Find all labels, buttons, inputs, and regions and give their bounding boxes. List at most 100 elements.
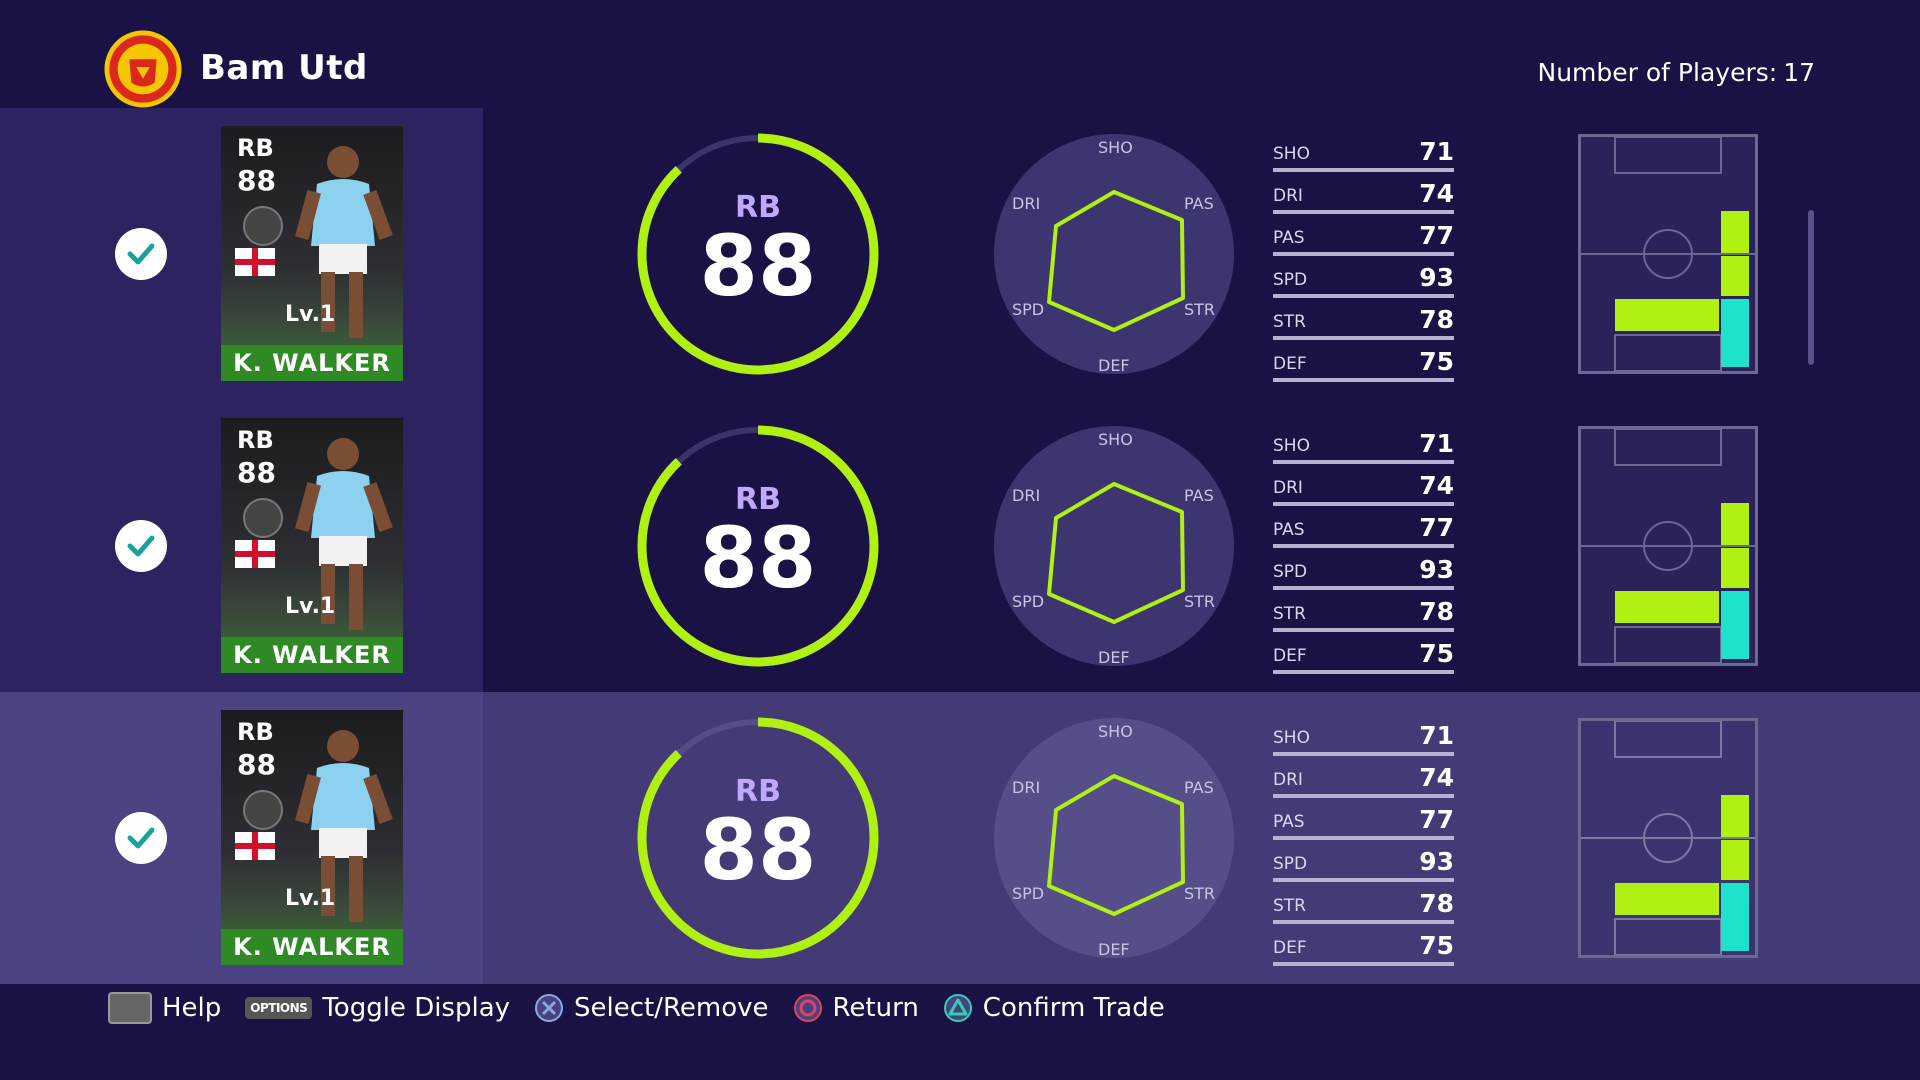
- help-hint[interactable]: Help: [108, 992, 221, 1024]
- card-player-name: K. WALKER: [221, 637, 403, 673]
- player-row[interactable]: RB 88 Lv.1 K. WALKER RB 88 SHO PAS STR D…: [0, 108, 1920, 400]
- radar-label-def: DEF: [1098, 356, 1130, 375]
- player-figure-icon: [295, 146, 393, 338]
- pitch-icon: [1581, 428, 1755, 664]
- badge-icon: [243, 206, 283, 246]
- triangle-button-icon: [943, 994, 972, 1022]
- radar-label-str: STR: [1184, 592, 1216, 611]
- stats-list: SHO 71 DRI 74 PAS 77 SPD 93 STR 78 DEF 75: [1273, 422, 1454, 674]
- card-position: RB: [237, 718, 274, 746]
- ring-rating: 88: [699, 801, 817, 899]
- player-card[interactable]: RB 88 Lv.1 K. WALKER: [221, 710, 403, 965]
- checkmark-icon[interactable]: [115, 228, 167, 280]
- ring-position: RB: [735, 190, 781, 225]
- position-pitch-map: [1578, 718, 1758, 958]
- player-card[interactable]: RB 88 Lv.1 K. WALKER: [221, 126, 403, 381]
- england-flag-icon: [235, 248, 275, 276]
- radar-chart: SHO PAS STR DEF SPD DRI: [994, 718, 1234, 959]
- radar-label-spd: SPD: [1012, 884, 1045, 903]
- stat-row: DEF 75: [1273, 924, 1454, 966]
- radar-label-pas: PAS: [1184, 778, 1214, 797]
- card-level: Lv.1: [285, 594, 336, 619]
- ring-rating: 88: [699, 217, 817, 315]
- card-rating: 88: [237, 164, 276, 197]
- stat-row: SHO 71: [1273, 422, 1454, 464]
- stat-row: STR 78: [1273, 298, 1454, 340]
- header: Bam Utd Number of Players: 17: [0, 0, 1920, 108]
- radar-hexagon-icon: [994, 426, 1234, 666]
- player-row-selected[interactable]: RB 88 Lv.1 K. WALKER RB 88 SHO PAS STR D…: [0, 692, 1920, 984]
- player-card[interactable]: RB 88 Lv.1 K. WALKER: [221, 418, 403, 673]
- overall-rating-ring: RB 88: [636, 716, 880, 960]
- card-rating: 88: [237, 456, 276, 489]
- radar-label-pas: PAS: [1184, 486, 1214, 505]
- radar-label-sho: SHO: [1098, 138, 1133, 157]
- checkmark-icon[interactable]: [115, 812, 167, 864]
- stat-row: PAS 77: [1273, 214, 1454, 256]
- stat-row: DRI 74: [1273, 172, 1454, 214]
- card-position: RB: [237, 134, 274, 162]
- club-crest-icon: [104, 30, 182, 108]
- stat-row: STR 78: [1273, 882, 1454, 924]
- stat-row: DEF 75: [1273, 340, 1454, 382]
- stat-row: PAS 77: [1273, 506, 1454, 548]
- card-player-name: K. WALKER: [221, 929, 403, 965]
- card-position: RB: [237, 426, 274, 454]
- card-rating: 88: [237, 748, 276, 781]
- england-flag-icon: [235, 540, 275, 568]
- ring-position: RB: [735, 482, 781, 517]
- radar-label-pas: PAS: [1184, 194, 1214, 213]
- card-level: Lv.1: [285, 302, 336, 327]
- radar-label-dri: DRI: [1012, 778, 1041, 797]
- confirm-trade-hint[interactable]: Confirm Trade: [943, 993, 1165, 1023]
- touchpad-icon: [108, 992, 152, 1024]
- stats-list: SHO 71 DRI 74 PAS 77 SPD 93 STR 78 DEF 75: [1273, 714, 1454, 966]
- stat-row: PAS 77: [1273, 798, 1454, 840]
- radar-label-def: DEF: [1098, 648, 1130, 667]
- club-name: Bam Utd: [200, 48, 368, 88]
- stat-row: DRI 74: [1273, 756, 1454, 798]
- toggle-display-hint[interactable]: OPTIONS Toggle Display: [245, 993, 510, 1023]
- players-count: Number of Players: 17: [1537, 58, 1815, 87]
- player-figure-icon: [295, 438, 393, 630]
- radar-hexagon-icon: [994, 718, 1234, 958]
- player-figure-icon: [295, 730, 393, 922]
- stat-row: SHO 71: [1273, 714, 1454, 756]
- radar-label-sho: SHO: [1098, 722, 1133, 741]
- radar-label-str: STR: [1184, 300, 1216, 319]
- ring-rating: 88: [699, 509, 817, 607]
- rating-ring-icon: [637, 717, 879, 959]
- scrollbar[interactable]: [1808, 210, 1814, 365]
- stat-row: SPD 93: [1273, 840, 1454, 882]
- checkmark-icon[interactable]: [115, 520, 167, 572]
- badge-icon: [243, 498, 283, 538]
- position-pitch-map: [1578, 134, 1758, 374]
- stat-row: SPD 93: [1273, 548, 1454, 590]
- position-pitch-map: [1578, 426, 1758, 666]
- return-hint[interactable]: Return: [793, 993, 919, 1023]
- radar-label-spd: SPD: [1012, 592, 1045, 611]
- stat-row: SHO 71: [1273, 130, 1454, 172]
- select-remove-hint[interactable]: Select/Remove: [534, 993, 769, 1023]
- england-flag-icon: [235, 832, 275, 860]
- overall-rating-ring: RB 88: [636, 132, 880, 376]
- card-player-name: K. WALKER: [221, 345, 403, 381]
- radar-chart: SHO PAS STR DEF SPD DRI: [994, 134, 1234, 375]
- player-row[interactable]: RB 88 Lv.1 K. WALKER RB 88 SHO PAS STR D…: [0, 400, 1920, 692]
- options-button-icon: OPTIONS: [245, 997, 313, 1019]
- stat-row: SPD 93: [1273, 256, 1454, 298]
- radar-label-def: DEF: [1098, 940, 1130, 959]
- stat-row: STR 78: [1273, 590, 1454, 632]
- radar-chart: SHO PAS STR DEF SPD DRI: [994, 426, 1234, 667]
- badge-icon: [243, 790, 283, 830]
- stats-list: SHO 71 DRI 74 PAS 77 SPD 93 STR 78 DEF 75: [1273, 130, 1454, 382]
- radar-label-dri: DRI: [1012, 194, 1041, 213]
- stat-row: DEF 75: [1273, 632, 1454, 674]
- card-level: Lv.1: [285, 886, 336, 911]
- ring-position: RB: [735, 774, 781, 809]
- circle-button-icon: [793, 994, 822, 1022]
- radar-label-dri: DRI: [1012, 486, 1041, 505]
- stat-row: DRI 74: [1273, 464, 1454, 506]
- radar-label-spd: SPD: [1012, 300, 1045, 319]
- button-guide-bar: Help OPTIONS Toggle Display Select/Remov…: [0, 984, 1920, 1080]
